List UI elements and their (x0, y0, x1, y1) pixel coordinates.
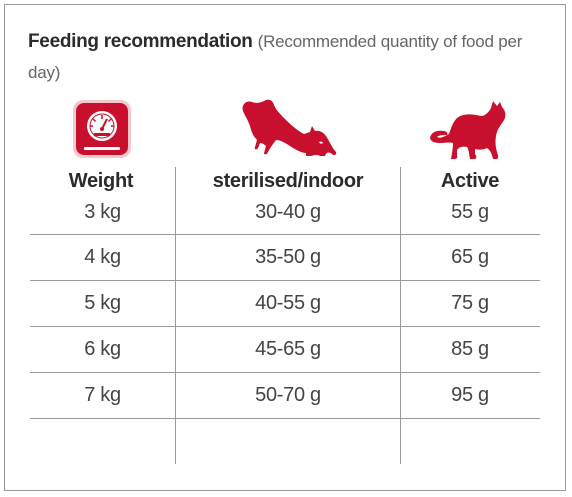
column-header-weight: Weight (68, 170, 134, 192)
table-row: 4 kg 35-50 g 65 g (30, 235, 540, 281)
column-divider-2 (400, 167, 401, 464)
active-amount-cell: 55 g (451, 201, 489, 223)
feeding-table: 3 kg 30-40 g 55 g 4 kg 35-50 g 65 g 5 kg… (30, 190, 540, 419)
active-amount-cell: 65 g (451, 246, 489, 268)
sterilised-amount-cell: 45-65 g (255, 338, 321, 360)
column-header-sterilised-indoor: sterilised/indoor (212, 170, 364, 192)
feeding-recommendation-card (4, 4, 566, 491)
weight-cell: 6 kg (84, 338, 121, 360)
active-amount-cell: 85 g (451, 338, 489, 360)
active-cat-icon (427, 98, 511, 162)
stretching-cat-icon (240, 98, 338, 160)
active-amount-cell: 95 g (451, 384, 489, 406)
table-row: 6 kg 45-65 g 85 g (30, 327, 540, 373)
feeding-heading: Feeding recommendation (Recommended quan… (28, 26, 538, 88)
heading-subtitle: (Recommended quantity of food per day) (28, 32, 523, 82)
scale-icon (72, 99, 132, 159)
sterilised-amount-cell: 35-50 g (255, 246, 321, 268)
heading-title: Feeding recommendation (28, 31, 253, 52)
column-divider-1 (175, 167, 176, 464)
weight-cell: 4 kg (84, 246, 121, 268)
column-header-active: Active (440, 170, 500, 192)
table-row: 7 kg 50-70 g 95 g (30, 373, 540, 419)
weight-cell: 7 kg (84, 384, 121, 406)
weight-cell: 5 kg (84, 292, 121, 314)
weight-cell: 3 kg (84, 201, 121, 223)
sterilised-amount-cell: 40-55 g (255, 292, 321, 314)
table-row: 5 kg 40-55 g 75 g (30, 281, 540, 327)
sterilised-amount-cell: 30-40 g (255, 201, 321, 223)
active-amount-cell: 75 g (451, 292, 489, 314)
sterilised-amount-cell: 50-70 g (255, 384, 321, 406)
table-row: 3 kg 30-40 g 55 g (30, 190, 540, 235)
